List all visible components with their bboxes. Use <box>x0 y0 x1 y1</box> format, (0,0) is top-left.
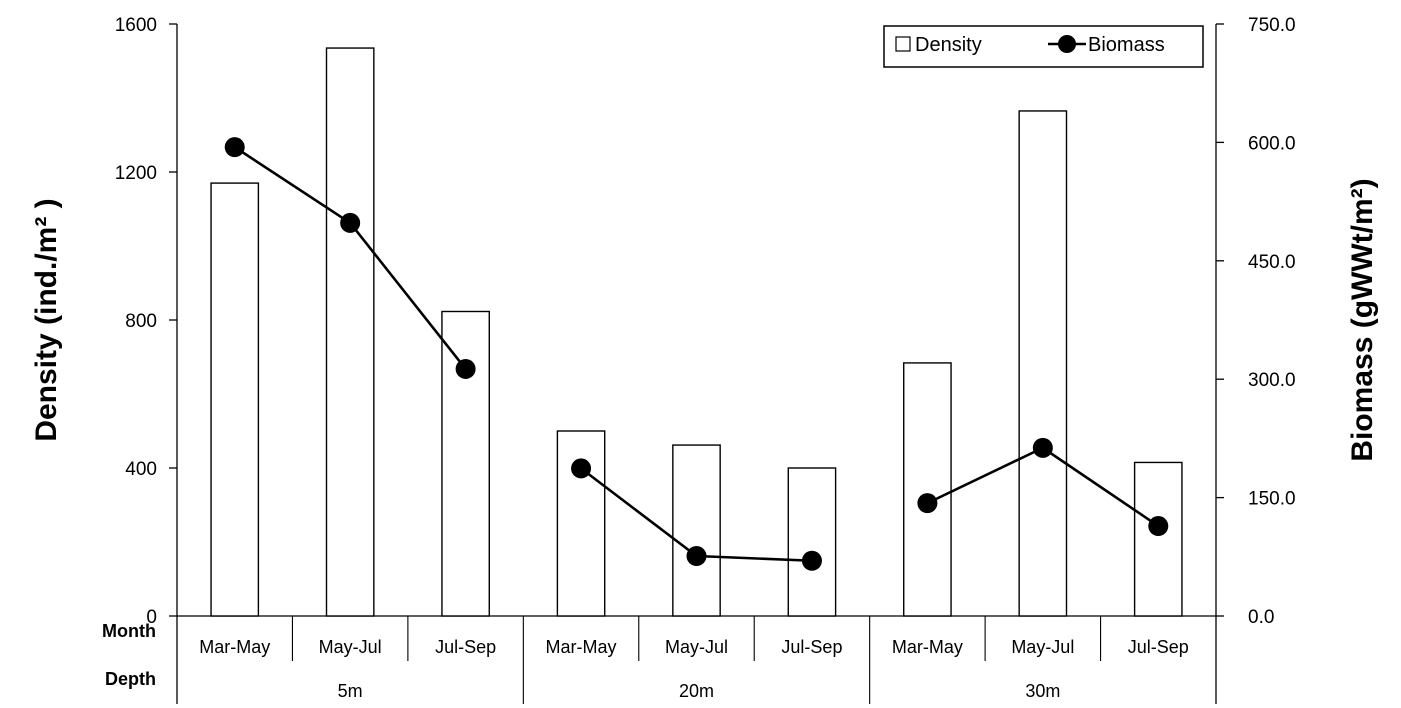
y-tick-label-right: 300.0 <box>1248 370 1296 391</box>
x-category-label: Jul-Sep <box>781 637 842 657</box>
biomass-point <box>1032 437 1053 458</box>
biomass-point <box>686 546 707 567</box>
x-group-label: 5m <box>338 681 363 701</box>
x-category-label: Mar-May <box>546 637 617 657</box>
y-tick-label-left: 1200 <box>115 163 157 184</box>
biomass-point <box>917 493 938 514</box>
density-bar <box>903 362 952 617</box>
y-tick-label-left: 0 <box>146 607 157 628</box>
biomass-line <box>224 137 1169 571</box>
legend-density-label: Density <box>915 34 982 56</box>
y-axis-title-left: Density (ind./m² ) <box>30 198 63 441</box>
legend: Density Biomass <box>883 25 1204 68</box>
biomass-point <box>455 358 476 379</box>
y-tick-label-right: 0.0 <box>1248 607 1274 628</box>
density-bars <box>210 47 1183 617</box>
x-group-label: 30m <box>1025 681 1060 701</box>
y-tick-label-right: 150.0 <box>1248 489 1296 510</box>
y-tick-label-left: 400 <box>125 459 157 480</box>
y-tick-label-right: 750.0 <box>1248 15 1296 36</box>
biomass-point <box>1148 516 1169 537</box>
density-bar <box>1018 110 1068 617</box>
x-category-label: May-Jul <box>665 637 728 657</box>
axis-labels: 0 400 800 1200 1600 0.0 150.0 300.0 450.0 600.0 75… <box>102 15 1296 701</box>
legend-box <box>883 25 1204 68</box>
biomass-line-segment <box>580 467 698 558</box>
row-label-depth: Depth <box>105 669 156 689</box>
biomass-line-segment <box>349 222 467 370</box>
biomass-line-segment <box>696 554 812 563</box>
y-axis-title-right: Biomass (gWWt/m²) <box>1346 178 1379 461</box>
x-category-label: Jul-Sep <box>1128 637 1189 657</box>
y-tick-label-left: 800 <box>125 311 157 332</box>
biomass-point <box>224 137 245 158</box>
x-category-label: May-Jul <box>1011 637 1074 657</box>
density-bar <box>1133 461 1183 617</box>
row-label-month: Month <box>102 621 156 641</box>
x-category-label: May-Jul <box>319 637 382 657</box>
biomass-line-segment <box>234 146 351 224</box>
biomass-line-segment <box>1042 446 1160 528</box>
y-tick-label-right: 600.0 <box>1248 133 1296 154</box>
y-tick-label-right: 450.0 <box>1248 252 1296 273</box>
x-category-label: Mar-May <box>199 637 270 657</box>
x-category-label: Mar-May <box>892 637 963 657</box>
density-bar <box>441 310 490 617</box>
legend-biomass-marker <box>1058 35 1076 53</box>
biomass-point <box>340 212 361 233</box>
legend-density-swatch <box>895 36 911 52</box>
density-bar <box>210 182 260 617</box>
density-bar <box>787 467 837 617</box>
y-tick-label-left: 1600 <box>115 15 157 36</box>
biomass-point <box>801 550 822 571</box>
biomass-line-segment <box>926 446 1044 505</box>
biomass-point <box>571 458 592 479</box>
legend-biomass-label: Biomass <box>1088 34 1165 56</box>
density-bar <box>672 444 721 617</box>
density-bar <box>325 47 375 617</box>
x-category-label: Jul-Sep <box>435 637 496 657</box>
x-group-label: 20m <box>679 681 714 701</box>
